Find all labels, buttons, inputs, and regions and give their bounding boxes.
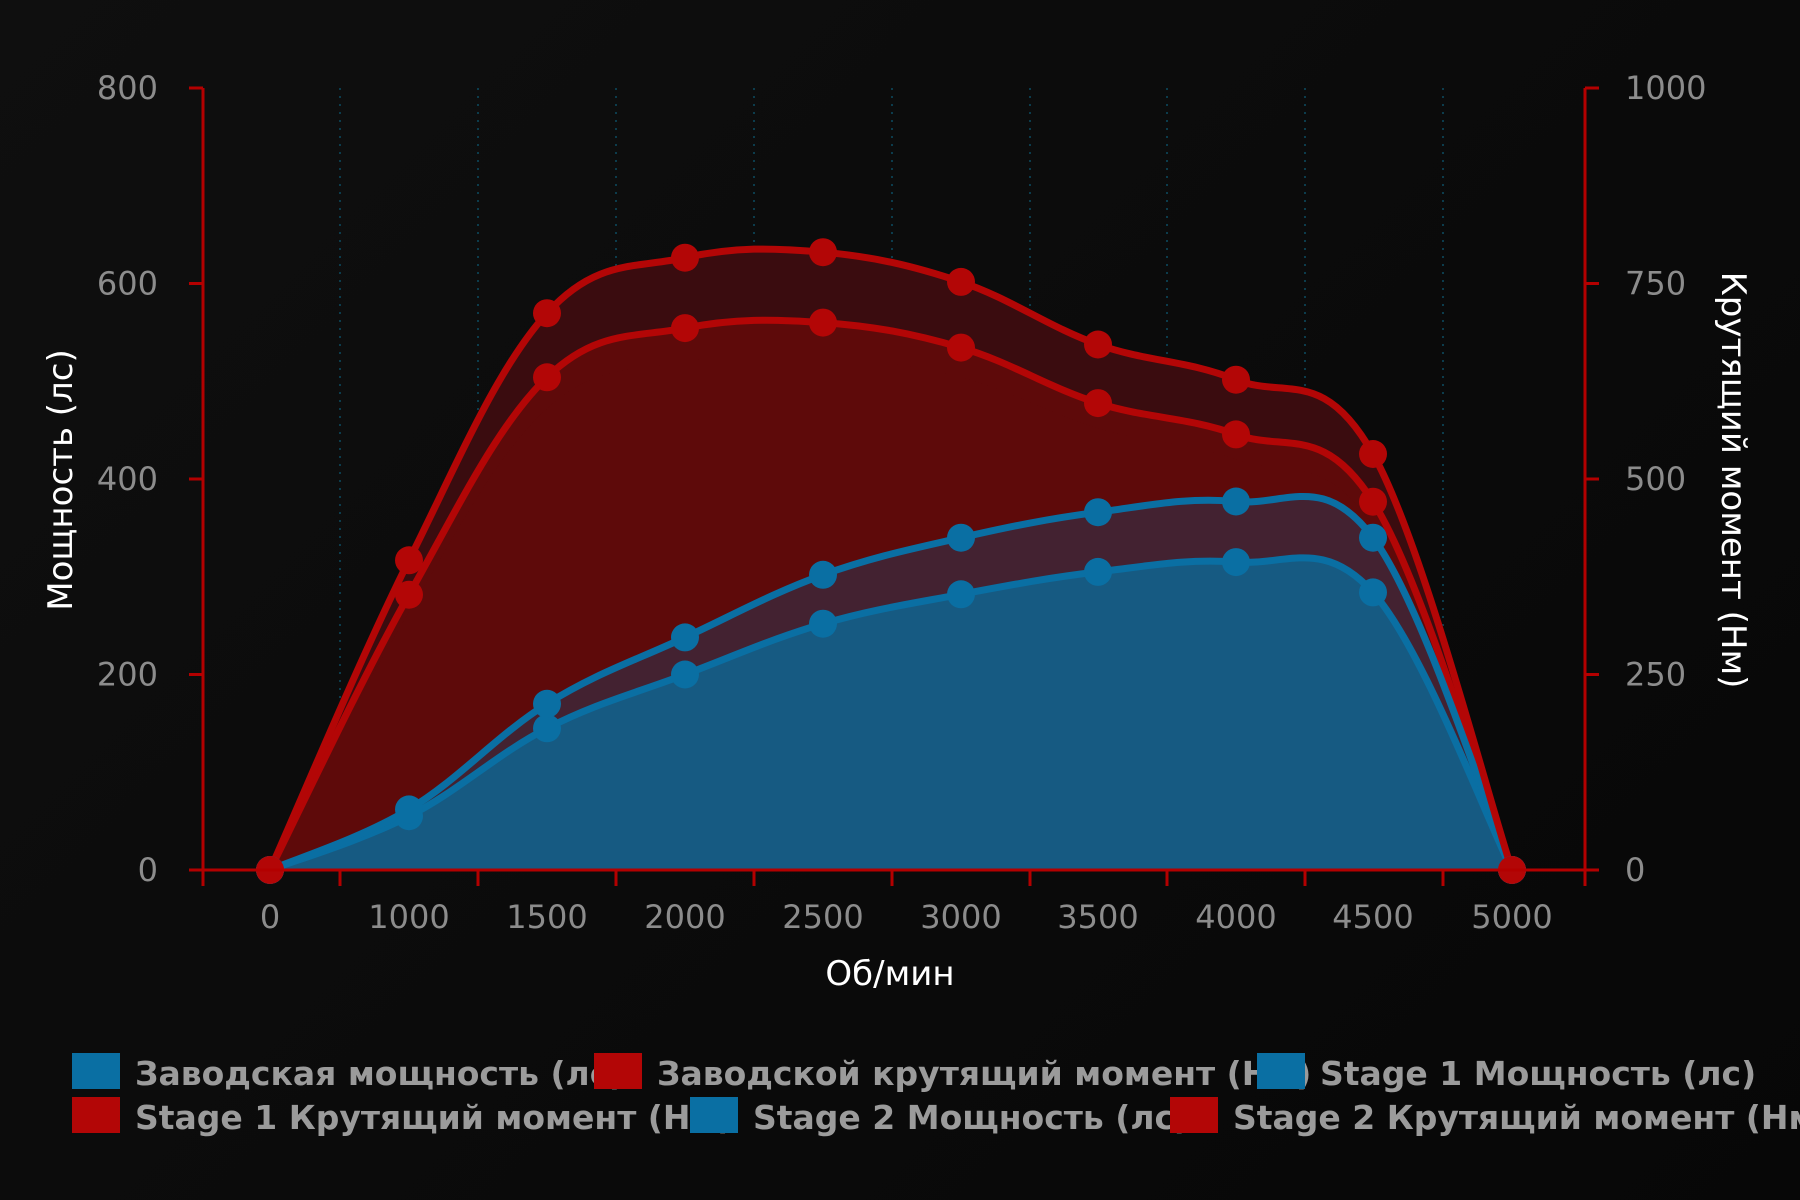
data-point-s5-3 (671, 243, 699, 272)
axes (189, 86, 1599, 886)
y-left-tick-label: 600 (97, 265, 158, 303)
x-tick-label: 3000 (920, 898, 1001, 936)
data-point-s4-2 (533, 689, 561, 718)
y-left-tick-label: 200 (97, 656, 158, 694)
x-tick-label: 2500 (782, 898, 863, 936)
legend-swatch-1 (594, 1053, 642, 1089)
data-point-s4-5 (947, 523, 975, 552)
y-axis-left-title: Мощность (лс) (41, 349, 81, 611)
data-point-s4-8 (1359, 523, 1387, 552)
data-point-s3-4 (809, 308, 837, 337)
x-tick-label: 3500 (1057, 898, 1138, 936)
y-right-tick-label: 1000 (1625, 69, 1706, 107)
data-point-s5-5 (947, 267, 975, 296)
data-point-s4-3 (671, 623, 699, 652)
y-right-tick-label: 500 (1625, 460, 1686, 498)
data-point-s2-3 (671, 660, 699, 689)
legend-swatch-3 (72, 1097, 120, 1133)
data-point-s2-6 (1084, 557, 1112, 586)
data-point-s2-4 (809, 609, 837, 638)
data-point-s2-5 (947, 580, 975, 609)
legend: Заводская мощность (лс) Заводской крутящи… (72, 1053, 1800, 1137)
legend-label-5: Stage 2 Крутящий момент (Нм) (1233, 1098, 1800, 1137)
data-point-s3-7 (1222, 420, 1250, 449)
data-point-s3-6 (1084, 389, 1112, 418)
legend-label-0: Заводская мощность (лс) (135, 1054, 624, 1093)
series-points (256, 238, 1526, 884)
y-right-tick-label: 250 (1625, 656, 1686, 694)
series-fill-0 (270, 557, 1512, 870)
tick-labels: 0 200 400 600 800 0 250 500 750 1000 0 1000 1500 2000… (97, 69, 1707, 936)
data-point-s5-7 (1222, 365, 1250, 394)
data-point-s2-2 (533, 714, 561, 743)
y-left-tick-label: 800 (97, 69, 158, 107)
legend-label-4: Stage 2 Мощность (лс) (753, 1098, 1189, 1137)
data-point-s5-1 (395, 546, 423, 575)
x-tick-label: 5000 (1471, 898, 1552, 936)
x-tick-label: 2000 (644, 898, 725, 936)
data-point-s5-8 (1359, 440, 1387, 468)
data-point-s3-5 (947, 333, 975, 362)
legend-swatch-0 (72, 1053, 120, 1089)
x-axis-title: Об/мин (825, 954, 954, 994)
y-left-tick-label: 0 (138, 851, 158, 889)
data-point-s4-6 (1084, 498, 1112, 527)
data-point-s4-4 (809, 560, 837, 589)
x-tick-label: 1000 (368, 898, 449, 936)
data-point-s3-3 (671, 314, 699, 343)
series-line-2 (268, 554, 1516, 874)
data-point-s2-7 (1222, 548, 1250, 577)
y-right-tick-label: 750 (1625, 265, 1686, 303)
data-point-s5-2 (533, 299, 561, 328)
legend-label-1: Заводской крутящий момент (Нм) (657, 1054, 1311, 1093)
data-point-s5-6 (1084, 330, 1112, 359)
data-point-s3-8 (1359, 487, 1387, 516)
legend-label-3: Stage 1 Крутящий момент (Нм) (135, 1098, 733, 1137)
x-tick-label: 1500 (506, 898, 587, 936)
x-tick-label: 4000 (1195, 898, 1276, 936)
x-tick-label: 0 (260, 898, 280, 936)
y-left-tick-label: 400 (97, 460, 158, 498)
data-point-s3-1 (395, 580, 423, 609)
data-point-s3-2 (533, 363, 561, 392)
data-point-s2-8 (1359, 578, 1387, 607)
x-tick-label: 4500 (1332, 898, 1413, 936)
data-point-s4-7 (1222, 487, 1250, 516)
y-axis-right-title: Крутящий момент (Нм) (1713, 272, 1753, 689)
data-point-s4-1 (395, 795, 423, 824)
data-point-s5-4 (809, 238, 837, 267)
series-line-3 (266, 316, 1516, 872)
y-right-tick-label: 0 (1625, 851, 1645, 889)
legend-swatch-5 (1170, 1097, 1218, 1133)
legend-label-2: Stage 1 Мощность (лс) (1320, 1054, 1756, 1093)
legend-swatch-2 (1257, 1053, 1305, 1089)
legend-swatch-4 (690, 1097, 738, 1133)
